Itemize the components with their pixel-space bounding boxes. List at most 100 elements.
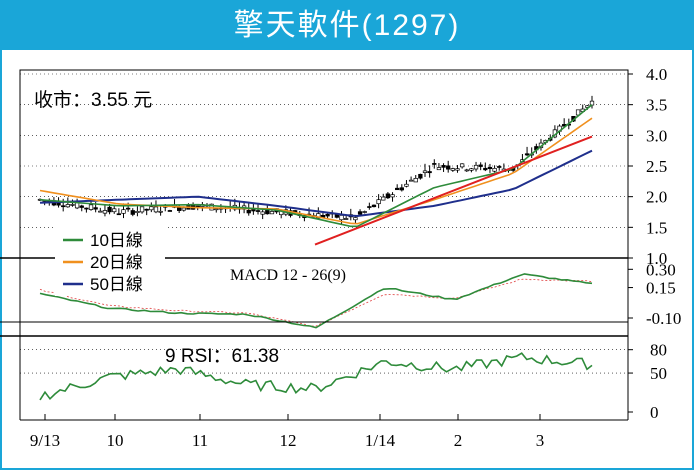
ma20-line (39, 117, 593, 225)
candle-body (177, 207, 182, 211)
candle-body (455, 168, 460, 171)
x-tick-label: 11 (192, 431, 208, 450)
candle-body (459, 163, 465, 168)
candle-body (422, 170, 428, 173)
grid (20, 73, 628, 374)
x-tick-label: 1/14 (365, 431, 396, 450)
candle-body (376, 199, 381, 205)
candle-body (371, 204, 377, 208)
price-tick-label: 3.5 (646, 96, 667, 115)
candle-body (385, 193, 391, 199)
candle-body (255, 210, 261, 212)
rsi-tick-label: 80 (650, 341, 667, 360)
rsi-tick-label: 50 (650, 364, 667, 383)
candle-body (367, 206, 372, 208)
ma50-line (39, 149, 593, 218)
macd-line (39, 273, 593, 329)
candle-body (478, 164, 483, 167)
legend-label-ma50: 50日線 (90, 275, 143, 294)
candle-body (492, 168, 497, 172)
close-price-label: 收市：3.55 元 (34, 89, 152, 111)
legend-label-ma20: 20日線 (90, 253, 143, 272)
macd-tick-label: 0.15 (646, 279, 676, 298)
candle-body (88, 204, 94, 210)
candle-body (413, 178, 418, 183)
candle-body (357, 211, 363, 215)
candle-body (390, 194, 395, 198)
candle-body (79, 205, 84, 208)
candle-body (362, 211, 367, 213)
rsi-panel (39, 352, 593, 401)
macd-tick-label: 0.30 (646, 260, 676, 279)
x-tick-label: 9/13 (30, 431, 60, 450)
candle-body (464, 169, 469, 172)
candle-body (404, 183, 409, 187)
candle-body (214, 208, 219, 211)
x-tick-label: 2 (454, 431, 463, 450)
candle-body (181, 207, 186, 211)
price-tick-label: 4.0 (646, 65, 667, 84)
macd-label: MACD 12 - 26(9) (230, 267, 346, 284)
candle-body (395, 187, 400, 191)
x-tick-label: 3 (536, 431, 545, 450)
candle-body (149, 206, 154, 211)
x-tick-label: 12 (280, 431, 297, 450)
candle-body (316, 213, 321, 219)
candle-body (418, 173, 423, 179)
candle-body (125, 207, 131, 210)
macd-tick-label: -0.10 (646, 309, 681, 328)
candle-body (381, 196, 386, 201)
candle-body (158, 210, 163, 213)
candle-body (102, 210, 108, 214)
candle-body (65, 204, 70, 208)
labels: 4.0 3.5 3.0 2.5 2.0 1.5 1.0 收市：3.55 元 10日線 20日線 50… (30, 65, 682, 450)
chart-title: 擎天軟件(1297) (233, 9, 461, 42)
price-tick-label: 3.0 (646, 126, 667, 145)
candle-body (441, 165, 446, 168)
candle-body (344, 218, 349, 220)
price-tick-label: 2.0 (646, 188, 667, 207)
candle-body (107, 206, 112, 213)
candle-body (427, 171, 432, 174)
candle-body (432, 163, 437, 165)
candle-body (98, 210, 103, 213)
rsi-tick-label: 0 (650, 403, 659, 422)
candle-body (130, 210, 135, 215)
candle-body (408, 179, 414, 182)
x-tick-label: 10 (107, 431, 124, 450)
candle-body (524, 153, 530, 156)
candle-body (246, 209, 251, 214)
candle-body (339, 215, 344, 221)
price-tick-label: 2.5 (646, 157, 667, 176)
candle-body (446, 165, 451, 170)
candle-body (497, 166, 502, 168)
candle-body (399, 187, 404, 191)
candle-body (70, 204, 75, 206)
price-tick-label: 1.5 (646, 218, 667, 237)
ma10-line (39, 104, 593, 228)
trendline (314, 135, 593, 246)
candle-body (167, 210, 173, 212)
rsi-label: 9 RSI：61.38 (165, 346, 279, 367)
candle-body (61, 205, 66, 208)
macd-panel (39, 273, 593, 329)
candle-body (93, 207, 98, 210)
rsi-line (39, 352, 593, 401)
legend-label-ma10: 10日線 (90, 231, 143, 250)
candle-body (135, 210, 140, 214)
candle-body (139, 206, 145, 213)
title-bar: 擎天軟件(1297) (2, 2, 692, 50)
candle-body (144, 208, 149, 211)
price-panel (37, 95, 595, 246)
price-tick-label: 1.0 (646, 249, 667, 268)
candle-body (450, 168, 455, 171)
candle-body (436, 167, 442, 171)
candle-body (112, 208, 117, 213)
axes (0, 69, 633, 421)
candle-body (589, 100, 595, 106)
candle-body (269, 211, 275, 215)
candle-body (153, 206, 159, 213)
candle-body (84, 207, 89, 210)
candle-body (353, 217, 358, 221)
